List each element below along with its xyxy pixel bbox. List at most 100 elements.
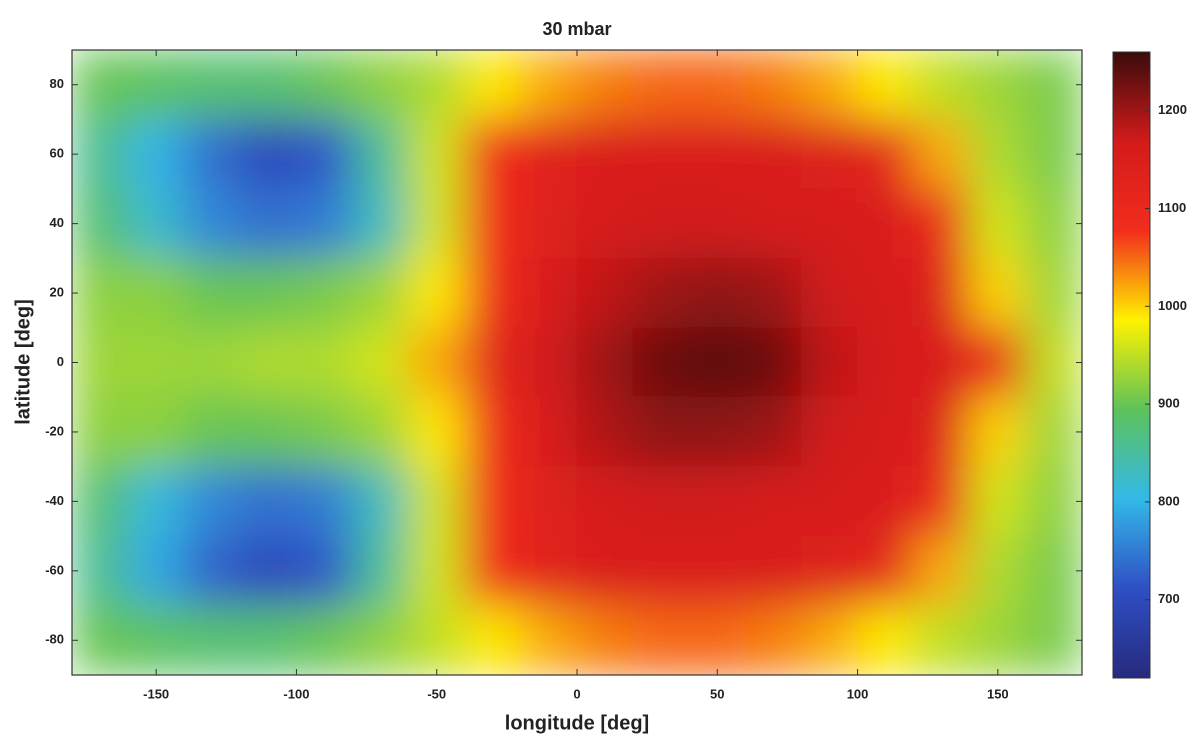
heat-cell — [744, 257, 802, 329]
heat-cell — [464, 535, 522, 607]
heat-cell — [295, 257, 354, 329]
heat-cell — [408, 188, 466, 259]
heat-cell — [520, 535, 578, 607]
heat-cell — [744, 396, 802, 468]
y-tick-label: 20 — [50, 284, 64, 299]
x-tick-label: -50 — [427, 686, 446, 701]
x-tick-label: 150 — [987, 686, 1009, 701]
heat-cell — [352, 118, 410, 190]
heat-cell — [72, 257, 129, 329]
heat-cell — [913, 396, 971, 468]
heat-cell — [408, 466, 466, 537]
heat-cell — [1025, 396, 1082, 468]
heat-cell — [913, 118, 971, 190]
heat-cell — [688, 605, 746, 675]
heat-cell — [800, 605, 859, 675]
heat-cell — [464, 188, 522, 259]
heat-cell — [1025, 257, 1082, 329]
heat-cell — [408, 535, 466, 607]
heat-cell — [352, 466, 410, 537]
heat-cell — [295, 605, 354, 675]
heat-cell — [239, 50, 297, 120]
heat-cell — [408, 605, 466, 675]
heat-cell — [464, 605, 522, 675]
heat-cell — [913, 327, 971, 398]
heat-cell — [857, 466, 915, 537]
heat-cell — [913, 50, 971, 120]
heat-cell — [72, 118, 129, 190]
heat-cell — [239, 605, 297, 675]
heat-cell — [183, 257, 241, 329]
heat-cell — [576, 535, 634, 607]
heat-cell — [800, 257, 859, 329]
heat-cell — [183, 466, 241, 537]
heat-cell — [183, 188, 241, 259]
heat-cell — [464, 118, 522, 190]
heat-cell — [352, 327, 410, 398]
heat-cell — [969, 466, 1027, 537]
heat-cell — [1025, 118, 1082, 190]
heat-cell — [72, 535, 129, 607]
heat-cell — [744, 118, 802, 190]
heat-cell — [688, 327, 746, 398]
heat-cell — [857, 50, 915, 120]
heat-cell — [857, 327, 915, 398]
heat-cell — [183, 118, 241, 190]
colorbar-tick-label: 800 — [1158, 493, 1180, 508]
heat-cell — [688, 188, 746, 259]
heat-cell — [408, 50, 466, 120]
heat-cell — [239, 118, 297, 190]
heat-cell — [688, 466, 746, 537]
heat-cell — [295, 396, 354, 468]
heat-cell — [72, 396, 129, 468]
heat-cell — [576, 605, 634, 675]
heat-cell — [688, 535, 746, 607]
heat-cell — [576, 50, 634, 120]
heat-cell — [969, 188, 1027, 259]
heat-cell — [857, 396, 915, 468]
heat-cell — [183, 535, 241, 607]
heat-cell — [520, 605, 578, 675]
heat-cell — [183, 50, 241, 120]
heat-cell — [1025, 466, 1082, 537]
heat-cell — [857, 257, 915, 329]
heat-cell — [913, 257, 971, 329]
heat-cell — [72, 188, 129, 259]
heat-cell — [127, 605, 185, 675]
heat-cell — [408, 118, 466, 190]
x-tick-label: 100 — [847, 686, 869, 701]
x-tick-label: 50 — [710, 686, 724, 701]
heat-cell — [857, 605, 915, 675]
heat-cell — [239, 535, 297, 607]
heat-cell — [688, 257, 746, 329]
heat-cell — [72, 327, 129, 398]
heat-cell — [632, 535, 690, 607]
heat-cell — [295, 466, 354, 537]
heat-cell — [969, 535, 1027, 607]
heat-cell — [1025, 535, 1082, 607]
heat-cell — [408, 327, 466, 398]
heat-cell — [127, 396, 185, 468]
colorbar-tick-label: 1200 — [1158, 102, 1187, 117]
x-tick-label: -150 — [143, 686, 169, 701]
heat-cell — [913, 535, 971, 607]
heat-cell — [127, 50, 185, 120]
x-tick-label: -100 — [283, 686, 309, 701]
heat-cell — [800, 327, 859, 398]
heat-cell — [72, 466, 129, 537]
y-tick-label: 0 — [57, 354, 64, 369]
heat-cell — [632, 50, 690, 120]
heat-cell — [632, 327, 690, 398]
heat-cell — [913, 188, 971, 259]
heat-cell — [969, 257, 1027, 329]
heat-cell — [183, 605, 241, 675]
heat-cell — [632, 118, 690, 190]
heat-cell — [464, 257, 522, 329]
heat-cell — [295, 50, 354, 120]
heat-cell — [127, 188, 185, 259]
heat-cell — [800, 535, 859, 607]
y-tick-label: -20 — [45, 423, 64, 438]
heat-cell — [127, 327, 185, 398]
heat-cell — [576, 188, 634, 259]
heat-cell — [352, 257, 410, 329]
